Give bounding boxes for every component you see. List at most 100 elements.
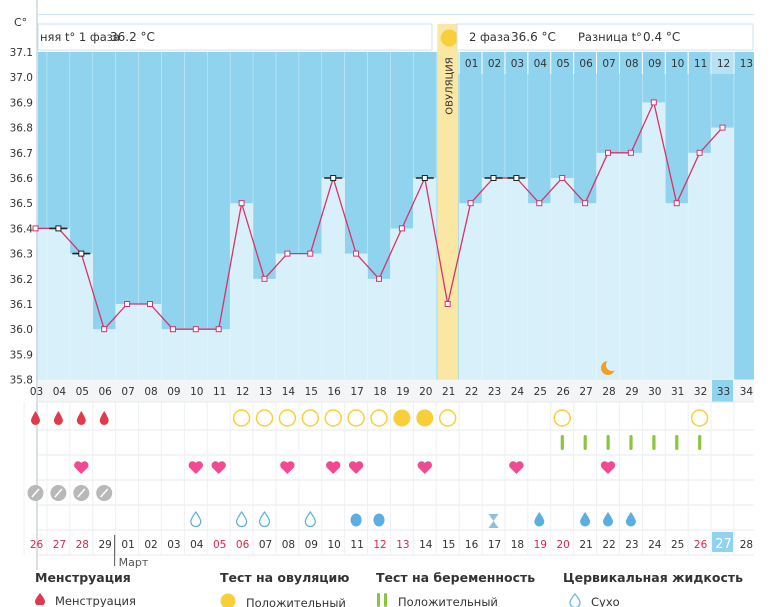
cycle-day-label: 22: [465, 386, 478, 398]
date-label: 14: [419, 539, 433, 551]
temp-column: [550, 178, 574, 380]
y-axis-background: [0, 0, 36, 570]
ovulation-test-empty-icon: [347, 409, 365, 427]
pregnancy-test-icon: [583, 435, 587, 450]
cycle-day-highlight: [712, 380, 734, 402]
legend-pregnancy-label: Положительный: [398, 594, 498, 607]
date-label: 27: [53, 539, 66, 551]
phase2-day-label: 06: [579, 58, 593, 70]
ovulation-sun-icon: [440, 29, 458, 47]
temperature-point: [559, 175, 566, 181]
y-tick-label: 36.7: [10, 148, 33, 160]
temp-column: [367, 278, 391, 380]
month-label: Март: [119, 556, 149, 569]
cervical-dry-icon: [190, 510, 202, 528]
no-intercourse-icon-slash: [31, 488, 40, 498]
date-label: 22: [602, 539, 615, 551]
y-tick-label: 36.4: [10, 223, 34, 235]
temperature-point: [719, 124, 726, 131]
temperature-point: [627, 149, 634, 156]
temp-column: [253, 278, 276, 380]
date-label: 07: [259, 539, 272, 551]
date-label: 10: [328, 539, 341, 551]
legend-pregnancy-title: Тест на беременность: [376, 570, 536, 585]
phase2-day-label: 01: [465, 58, 478, 70]
temp-column: [688, 152, 712, 380]
legend-ovulation-test: Тест на овуляцию Положительный: [220, 570, 349, 607]
cervical-watery-icon: [625, 512, 636, 527]
diff-text: Разница t°: [578, 30, 642, 44]
heart-icon: [280, 461, 295, 474]
temperature-point: [398, 225, 405, 232]
temperature-point: [490, 175, 497, 181]
y-tick-label: 36.2: [10, 274, 33, 286]
temperature-point: [421, 175, 428, 181]
cervical-dry-icon: [258, 510, 271, 528]
temp-column: [665, 203, 689, 380]
cycle-day-label: 04: [53, 386, 67, 398]
date-label: 01: [121, 539, 134, 551]
temperature-point: [284, 250, 291, 257]
temp-column: [711, 127, 734, 380]
legend-cervical-fluid: Цервикальная жидкость Сухо: [563, 570, 743, 607]
cervical-watery-icon: [603, 512, 613, 527]
ovulation-test-empty-icon: [324, 409, 342, 427]
date-label: 28: [76, 539, 89, 551]
cycle-day-label: 33: [717, 386, 730, 398]
cycle-day-label: 34: [740, 386, 754, 398]
date-label: 12: [373, 539, 386, 551]
ovulation-test-positive-icon: [416, 409, 434, 427]
phase2-day-label: 03: [511, 58, 524, 70]
phase1-value: 36.2 °C: [110, 30, 155, 44]
legend-ovulation-title: Тест на овуляцию: [220, 570, 350, 585]
cycle-day-label: 15: [305, 386, 318, 398]
drop-outline-icon: [569, 592, 581, 607]
temperature-point: [261, 275, 268, 282]
date-label: 08: [282, 539, 295, 551]
temp-column: [230, 203, 254, 380]
temp-column: [207, 329, 231, 380]
heart-icon: [325, 461, 341, 474]
temperature-point: [147, 301, 153, 307]
cycle-day-label: 27: [579, 386, 592, 398]
menstruation-drop-icon: [53, 411, 63, 425]
temperature-point: [238, 200, 245, 207]
cycle-day-label: 30: [648, 386, 661, 398]
phase2-day-label: 08: [625, 58, 638, 70]
temp-column: [573, 203, 597, 380]
temp-column: [184, 329, 208, 380]
cycle-day-label: 21: [442, 386, 455, 398]
cycle-day-label: 23: [488, 386, 501, 398]
legend-menstruation-label: Менструация: [55, 593, 136, 607]
temperature-point: [376, 275, 382, 282]
header-line: [38, 14, 754, 15]
y-tick-label: 36.6: [10, 173, 34, 185]
cycle-day-label: 18: [373, 386, 386, 398]
ovulation-test-empty-icon: [255, 409, 274, 427]
legend-pregnancy-test: Тест на беременность Положительный: [376, 570, 535, 607]
cycle-day-label: 24: [511, 386, 525, 398]
legend-ovulation-label: Положительный: [246, 595, 346, 607]
date-label: 26: [30, 539, 44, 551]
temperature-point: [32, 225, 39, 232]
y-tick-label: 36.9: [10, 97, 33, 109]
cycle-day-label: 13: [259, 386, 272, 398]
ovulation-test-empty-icon: [438, 409, 457, 427]
pregnancy-test-icon: [560, 435, 564, 450]
cycle-day-label: 10: [190, 386, 203, 398]
y-tick-label: 36.8: [10, 123, 33, 135]
date-label: 28: [740, 539, 753, 551]
temp-column: [275, 253, 299, 380]
cervical-egg-white-icon: [350, 513, 362, 527]
phase2-day-label: 09: [648, 58, 661, 70]
temp-column: [298, 253, 322, 380]
menstruation-drop-icon: [99, 411, 109, 425]
temp-column: [619, 152, 643, 380]
y-tick-label: 37.0: [10, 72, 33, 84]
temp-column: [344, 253, 368, 380]
date-label: 19: [534, 539, 547, 551]
cervical-dry-icon: [235, 510, 248, 528]
date-label: 23: [625, 539, 638, 551]
temp-column: [642, 102, 666, 380]
